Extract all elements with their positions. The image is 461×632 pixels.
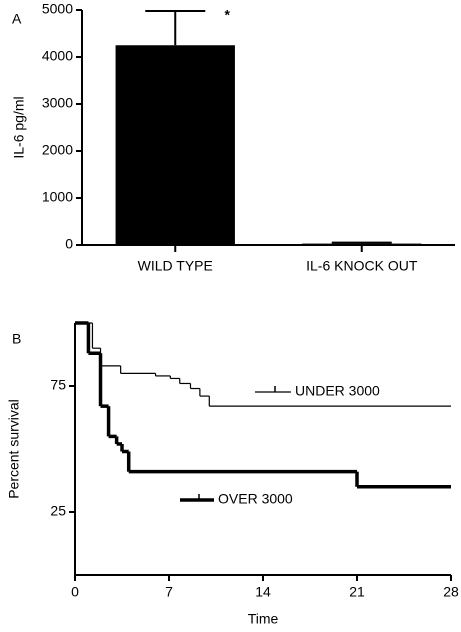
panel-label: A [12,11,22,27]
y-tick-label: 0 [65,236,73,252]
axes [81,10,455,246]
legend-label: UNDER 3000 [295,383,380,399]
x-tick-label: 28 [443,584,459,600]
x-tick-label: 0 [71,584,79,600]
y-tick-label: 2000 [42,142,73,158]
legend-label: OVER 3000 [218,491,293,507]
y-tick-label: 1000 [42,189,73,205]
y-tick-label: 75 [50,377,66,393]
y-tick-label: 3000 [42,95,73,111]
y-tick-label: 25 [50,503,66,519]
y-tick-label: 5000 [42,1,73,17]
x-tick-label: IL-6 KNOCK OUT [306,258,418,274]
y-tick-label: 4000 [42,48,73,64]
y-axis-label: Percent survival [6,399,22,499]
x-tick-label: 21 [349,584,365,600]
x-tick-label: 14 [255,584,271,600]
axes [74,323,451,576]
x-axis-label: Time [248,611,279,627]
y-axis-label: IL-6 pg/ml [11,96,27,158]
annotation: * [225,7,231,23]
x-tick-label: 7 [165,584,173,600]
x-tick-label: WILD TYPE [138,258,213,274]
panel-label: B [12,331,21,347]
bar [115,45,235,245]
